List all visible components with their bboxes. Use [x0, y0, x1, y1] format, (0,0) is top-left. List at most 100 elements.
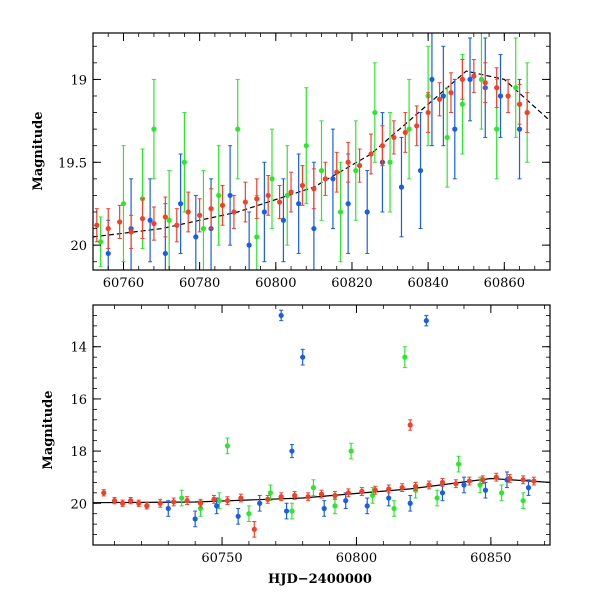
top-blue-point [398, 184, 405, 190]
top-red-point [242, 199, 248, 205]
top-blue-point [452, 126, 458, 132]
bottom-green-point [216, 498, 222, 504]
top-green-point [284, 192, 290, 199]
bottom-blue-point [386, 495, 392, 501]
top-y-axis-title: Magnitude [31, 111, 46, 190]
top-x-tick-label: 60760 [103, 276, 144, 291]
bottom-green-point [179, 495, 185, 501]
bottom-light-curve-panel: Magnitude HJD−2400000 60750 60800 60850 14 1… [41, 304, 551, 587]
bottom-blue-point [461, 482, 467, 488]
top-red-point [231, 209, 237, 215]
bottom-blue-point [165, 505, 171, 512]
top-red-point [516, 101, 523, 107]
bottom-x-axis-title: HJD−2400000 [268, 572, 372, 587]
bottom-green-point [434, 495, 440, 501]
bottom-blue-point [235, 513, 241, 519]
top-green-point [181, 159, 187, 165]
bottom-red-point [144, 503, 150, 509]
bottom-green-point [289, 508, 295, 514]
top-red-point [448, 90, 454, 96]
bottom-red-point [493, 474, 499, 480]
top-blue-point [429, 76, 435, 83]
bottom-green-point [477, 482, 483, 488]
bottom-red-point [157, 500, 163, 506]
top-series-blue [105, 33, 523, 270]
bottom-green-point [520, 498, 526, 504]
top-green-point [120, 201, 127, 207]
top-red-point [174, 222, 180, 228]
top-red-point [288, 189, 294, 195]
top-green-point [478, 76, 485, 83]
top-red-point [208, 206, 214, 212]
top-y-tick-label: 20 [70, 239, 87, 254]
bottom-red-point [520, 477, 526, 483]
top-green-point [494, 126, 500, 132]
bottom-red-point [292, 492, 298, 499]
bottom-blue-point [278, 312, 284, 319]
top-green-point [372, 109, 378, 116]
top-red-point [482, 80, 488, 86]
top-blue-point [280, 217, 287, 223]
top-light-curve-panel: Magnitude 60760 60780 60800 60820 60840 60860… [31, 32, 551, 291]
top-green-point [200, 225, 207, 232]
bottom-red-point [136, 500, 142, 506]
bottom-red-point [439, 479, 446, 485]
top-green-point [459, 101, 466, 107]
top-green-point [254, 234, 260, 240]
top-red-point [436, 96, 443, 102]
bottom-y-axis-title: Magnitude [41, 390, 56, 469]
bottom-blue-point [423, 318, 429, 324]
bottom-series-red [101, 419, 537, 538]
bottom-red-point [359, 488, 365, 495]
bottom-blue-point [257, 500, 263, 506]
top-x-tick-label: 60840 [407, 276, 448, 291]
top-blue-point [497, 93, 504, 99]
bottom-red-point [224, 498, 231, 504]
top-red-point [94, 222, 100, 228]
top-blue-point [330, 176, 336, 182]
top-blue-point [246, 242, 252, 248]
top-blue-point [440, 93, 446, 99]
bottom-y-tick-label: 14 [70, 341, 87, 356]
bottom-green-point [310, 485, 317, 491]
top-blue-point [296, 201, 302, 207]
top-green-point [98, 239, 104, 245]
top-red-point [322, 176, 328, 182]
bottom-red-point [265, 496, 271, 502]
bottom-red-point [128, 498, 134, 504]
top-green-point [303, 143, 309, 149]
top-x-tick-label: 60780 [179, 276, 220, 291]
top-red-point [162, 214, 168, 220]
bottom-red-point [531, 478, 537, 484]
bottom-red-point [466, 478, 472, 484]
bottom-green-point [246, 511, 252, 517]
bottom-green-point [332, 503, 338, 509]
top-red-point [356, 162, 363, 169]
bottom-red-point [278, 494, 284, 500]
bottom-green-point [267, 490, 274, 496]
bottom-blue-point [300, 354, 306, 360]
top-red-point [505, 93, 511, 99]
top-plot-area [93, 33, 550, 270]
bottom-green-point [402, 354, 408, 360]
bottom-green-point [499, 490, 505, 496]
bottom-blue-point [321, 505, 327, 512]
bottom-red-point [111, 498, 118, 504]
top-x-tick-label: 60820 [331, 276, 372, 291]
bottom-green-point [224, 443, 231, 449]
bottom-x-tick-label: 60800 [336, 551, 377, 566]
top-red-point [425, 109, 431, 116]
top-green-point [166, 217, 172, 223]
bottom-red-point [119, 500, 126, 506]
bottom-blue-point [364, 503, 370, 509]
top-x-tick-label: 60800 [255, 276, 296, 291]
bottom-red-point [332, 492, 338, 499]
top-red-point [311, 186, 317, 192]
bottom-plot-area [93, 309, 550, 538]
top-blue-point [345, 201, 351, 207]
top-red-point [471, 73, 477, 79]
top-red-point [459, 76, 466, 83]
top-red-point [277, 199, 283, 205]
bottom-red-point [412, 483, 419, 489]
